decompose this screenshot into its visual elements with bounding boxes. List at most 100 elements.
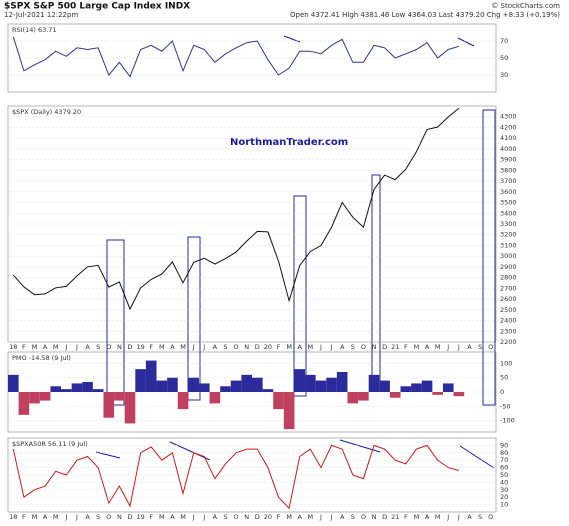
x-tick-label: M bbox=[414, 513, 420, 521]
x-tick-label: D bbox=[255, 513, 260, 521]
x-tick-label: A bbox=[298, 343, 303, 351]
y-tick-label: 2400 bbox=[500, 317, 517, 325]
y-tick-label: 4000 bbox=[500, 145, 517, 153]
bar bbox=[156, 380, 168, 392]
x-tick-label: J bbox=[75, 513, 78, 521]
x-tick-label: M bbox=[286, 343, 292, 351]
ohlc: Open 4372.41 High 4381.46 Low 4364.03 La… bbox=[290, 11, 560, 19]
bar bbox=[209, 392, 221, 404]
y-tick-label: 4100 bbox=[500, 134, 517, 142]
x-tick-label: M bbox=[159, 343, 165, 351]
x-tick-label: S bbox=[96, 343, 100, 351]
x-tick-label: 19 bbox=[136, 343, 144, 351]
x-tick-label: F bbox=[404, 343, 408, 351]
x-tick-label: J bbox=[319, 513, 322, 521]
x-tick-label: J bbox=[446, 513, 449, 521]
x-tick-label: O bbox=[361, 343, 366, 351]
x-tick-label: A bbox=[43, 343, 48, 351]
x-tick-label: O bbox=[488, 343, 493, 351]
x-tick-label: J bbox=[64, 513, 67, 521]
trend-line bbox=[339, 439, 381, 453]
x-tick-label: S bbox=[351, 343, 355, 351]
title: $SPX S&P 500 Large Cap Index INDX bbox=[4, 2, 190, 12]
x-tick-label: S bbox=[96, 513, 100, 521]
x-tick-label: S bbox=[351, 513, 355, 521]
bar bbox=[368, 374, 380, 392]
x-tick-label: J bbox=[457, 513, 460, 521]
y-tick-label: 2300 bbox=[500, 327, 517, 335]
x-tick-label: A bbox=[340, 343, 345, 351]
x-tick-label: M bbox=[435, 513, 441, 521]
y-tick-label: 90 bbox=[500, 441, 508, 449]
x-tick-label: J bbox=[330, 513, 333, 521]
x-tick-label: M bbox=[308, 513, 314, 521]
bar bbox=[379, 380, 390, 392]
x-tick-label: 20 bbox=[264, 513, 272, 521]
bar bbox=[389, 392, 401, 398]
y-tick-label: 2600 bbox=[500, 295, 517, 303]
y-tick-label: -100 bbox=[500, 417, 515, 425]
y-tick-label: 3800 bbox=[500, 166, 517, 174]
x-tick-label: D bbox=[127, 513, 132, 521]
x-tick-label: 18 bbox=[9, 513, 17, 521]
watermark: NorthmanTrader.com bbox=[230, 137, 348, 148]
y-tick-label: 60 bbox=[500, 464, 508, 472]
bar bbox=[230, 380, 242, 392]
x-tick-label: A bbox=[425, 513, 430, 521]
x-tick-label: D bbox=[255, 343, 260, 351]
panel-title: $SPXA50R 56.11 (9 Jul) bbox=[12, 440, 88, 448]
bar bbox=[326, 377, 337, 392]
x-tick-label: A bbox=[213, 343, 218, 351]
x-tick-label: J bbox=[202, 343, 205, 351]
bar bbox=[135, 369, 146, 392]
bar bbox=[124, 392, 136, 424]
bar bbox=[167, 377, 178, 392]
x-tick-label: A bbox=[467, 513, 472, 521]
x-tick-label: N bbox=[244, 513, 249, 521]
data-line bbox=[12, 107, 460, 311]
x-tick-label: N bbox=[372, 343, 377, 351]
date: 12-Jul-2021 12:22pm bbox=[4, 11, 78, 19]
bar bbox=[71, 383, 83, 392]
x-tick-label: O bbox=[488, 513, 493, 521]
x-tick-label: D bbox=[382, 513, 387, 521]
bar bbox=[220, 386, 231, 392]
y-tick-label: 3900 bbox=[500, 156, 517, 164]
x-tick-label: 21 bbox=[391, 343, 399, 351]
x-tick-label: M bbox=[435, 343, 441, 351]
x-tick-label: A bbox=[467, 343, 472, 351]
bar bbox=[262, 389, 274, 392]
y-tick-label: 3700 bbox=[500, 177, 517, 185]
panel-title: RSI(14) 63.71 bbox=[12, 26, 57, 34]
data-line bbox=[12, 36, 460, 78]
x-tick-label: 19 bbox=[136, 513, 144, 521]
bar bbox=[18, 392, 30, 415]
x-tick-label: M bbox=[32, 513, 38, 521]
y-tick-label: 4200 bbox=[500, 123, 517, 131]
credit: © StockCharts.com bbox=[491, 2, 560, 10]
x-tick-label: M bbox=[159, 513, 165, 521]
x-tick-label: A bbox=[85, 343, 90, 351]
x-tick-label: J bbox=[446, 343, 449, 351]
x-tick-label: N bbox=[372, 513, 377, 521]
bar bbox=[39, 392, 51, 401]
x-tick-label: F bbox=[277, 513, 281, 521]
y-tick-label: 70 bbox=[500, 37, 508, 45]
highlight-box bbox=[187, 236, 201, 401]
bar bbox=[8, 374, 19, 392]
bar bbox=[315, 380, 327, 392]
x-tick-label: M bbox=[286, 513, 292, 521]
x-tick-label: M bbox=[53, 343, 59, 351]
bar bbox=[400, 386, 412, 392]
panel-title: PMO -14.58 (9 Jul) bbox=[12, 354, 71, 362]
x-tick-label: N bbox=[117, 513, 122, 521]
x-tick-label: J bbox=[202, 513, 205, 521]
x-tick-label: A bbox=[85, 513, 90, 521]
bar bbox=[50, 386, 62, 392]
x-tick-label: 21 bbox=[391, 513, 399, 521]
x-tick-label: J bbox=[319, 343, 322, 351]
y-tick-label: 3600 bbox=[500, 188, 517, 196]
y-tick-label: 3500 bbox=[500, 199, 517, 207]
trend-line bbox=[457, 37, 475, 47]
